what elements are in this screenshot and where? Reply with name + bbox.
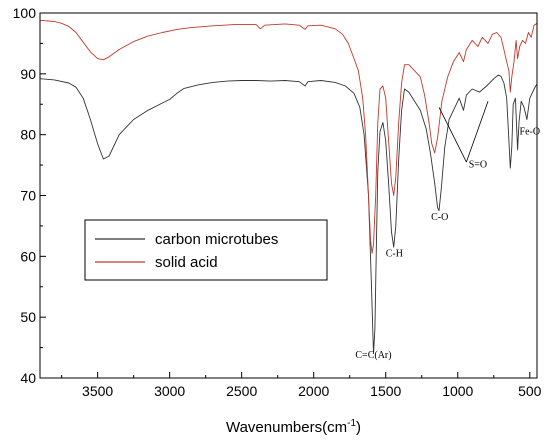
x-tick-label: 1000 [442,383,473,399]
x-tick-label: 3000 [154,383,185,399]
x-tick-label: 2000 [298,383,329,399]
peak-annotation: C-H [386,248,403,259]
peak-annotation: C-O [431,212,448,223]
legend-box [84,219,328,281]
y-tick-label: 40 [20,370,36,386]
y-tick-label: 60 [20,248,36,264]
y-tick-label: 70 [20,188,36,204]
series-line-carbon-microtubes [40,74,537,355]
y-tick-label: 90 [20,66,36,82]
x-tick-label: 2500 [226,383,257,399]
x-tick-label: 3500 [82,383,113,399]
peak-annotation: C=C(Ar) [355,350,391,361]
legend-label: carbon microtubes [155,231,278,248]
annotation-pointer [438,107,467,163]
peak-annotation: Fe-O [520,127,541,138]
plot-frame [39,12,538,379]
legend-label: solid acid [155,254,218,271]
series-line-solid-acid [40,19,537,254]
y-tick-label: 50 [20,309,36,325]
y-tick-label: 80 [20,127,36,143]
x-tick-label: 500 [518,383,542,399]
y-tick-label: 100 [13,5,37,21]
peak-annotation: S=O [469,160,487,171]
annotation-pointer [466,101,489,163]
x-tick-label: 1500 [370,383,401,399]
x-axis-title: Wavenumbers(cm-1) [226,418,361,436]
